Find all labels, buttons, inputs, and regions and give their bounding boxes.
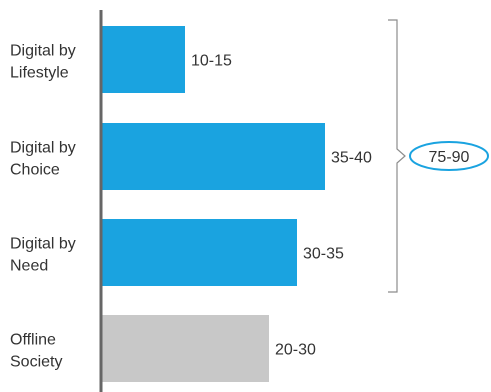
value-label-0: 10-15 [191, 53, 232, 70]
category-label-2: Digital by Need [10, 236, 76, 275]
bracket-line [388, 19, 406, 293]
bar-0 [101, 26, 185, 93]
bar-2 [101, 219, 297, 286]
category-label-0: Digital by Lifestyle [10, 43, 76, 82]
value-label-3: 20-30 [275, 342, 316, 359]
value-label-2: 30-35 [303, 246, 344, 263]
bar-3 [101, 315, 269, 382]
bars-layer [101, 26, 325, 382]
category-label-1: Digital by Choice [10, 140, 76, 179]
group-bracket: 75-90 [388, 19, 489, 293]
category-label-3: Offline Society [10, 332, 62, 371]
total-label: 75-90 [429, 149, 470, 166]
value-label-1: 35-40 [331, 150, 372, 167]
labels-layer: Digital by Lifestyle 10-15 Digital by Choice… [10, 43, 372, 371]
total-outline [409, 141, 489, 171]
bar-1 [101, 123, 325, 190]
